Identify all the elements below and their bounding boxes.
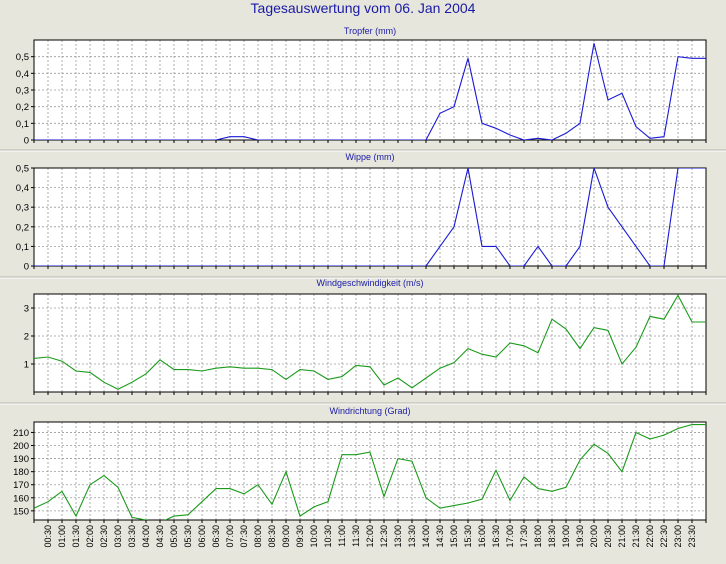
y-tick-label: 0,2 [16, 222, 29, 233]
y-tick-label: 0,4 [16, 69, 29, 80]
x-tick-label: 14:00 [421, 525, 431, 548]
x-tick-label: 21:00 [617, 525, 627, 548]
y-tick-label: 0 [24, 136, 29, 147]
chart-title: Tropfer (mm) [344, 26, 396, 36]
x-tick-label: 04:00 [141, 525, 151, 548]
chart-panel-4: 150 160 170 180 190 200 210 Windrichtung (Grad) [13, 406, 707, 523]
x-tick-label: 12:00 [365, 525, 375, 548]
x-tick-label: 00:30 [43, 525, 53, 548]
x-tick-label: 13:30 [407, 525, 417, 548]
y-tick-label: 0,5 [16, 164, 29, 175]
plot-frame [33, 421, 707, 521]
x-tick-label: 18:30 [547, 525, 557, 548]
x-tick-label: 23:30 [687, 525, 697, 548]
x-tick-label: 20:00 [589, 525, 599, 548]
chart-title: Windgeschwindigkeit (m/s) [316, 278, 423, 288]
chart-title: Windrichtung (Grad) [329, 406, 410, 416]
x-tick-label: 17:30 [519, 525, 529, 548]
x-tick-label: 03:00 [113, 525, 123, 548]
x-tick-label: 11:30 [351, 525, 361, 547]
x-tick-label: 12:30 [379, 525, 389, 548]
x-tick-label: 21:30 [631, 525, 641, 548]
x-tick-label: 16:00 [477, 525, 487, 548]
x-tick-label: 09:00 [281, 525, 291, 548]
y-tick-label: 2 [24, 332, 29, 343]
x-tick-label: 06:30 [211, 525, 221, 548]
x-tick-label: 01:00 [57, 525, 67, 548]
y-tick-label: 0,3 [16, 203, 29, 214]
y-tick-label: 0,2 [16, 102, 29, 113]
x-tick-label: 18:00 [533, 525, 543, 548]
x-tick-label: 01:30 [71, 525, 81, 548]
x-tick-label: 10:00 [309, 525, 319, 548]
x-tick-label: 04:30 [155, 525, 165, 548]
series-line [34, 424, 706, 520]
x-tick-label: 02:30 [99, 525, 109, 548]
chart-panel-3: 1 2 3 Windgeschwindigkeit (m/s) [24, 278, 707, 395]
x-tick-label: 08:00 [253, 525, 263, 548]
x-tick-label: 20:30 [603, 525, 613, 548]
y-tick-label: 0,3 [16, 86, 29, 97]
y-tick-label: 0 [24, 262, 29, 273]
y-tick-label: 200 [13, 441, 29, 452]
x-tick-label: 03:30 [127, 525, 137, 548]
y-tick-label: 1 [24, 360, 29, 371]
y-tick-label: 160 [13, 493, 29, 504]
y-tick-label: 0,4 [16, 183, 29, 194]
chart-title: Wippe (mm) [346, 152, 395, 162]
x-tick-label: 05:30 [183, 525, 193, 548]
x-tick-label: 08:30 [267, 525, 277, 548]
y-tick-label: 3 [24, 304, 29, 315]
x-tick-label: 02:00 [85, 525, 95, 548]
y-tick-label: 150 [13, 506, 29, 517]
x-tick-label: 07:30 [239, 525, 249, 548]
x-tick-label: 22:00 [645, 525, 655, 548]
chart-panel-1: 0 0,1 0,2 0,3 0,4 0,5 Tropfer (mm) [16, 26, 707, 147]
x-tick-label: 14:30 [435, 525, 445, 548]
y-tick-label: 0,1 [16, 119, 29, 130]
y-tick-label: 210 [13, 428, 29, 439]
y-tick-label: 0,1 [16, 242, 29, 253]
y-tick-label: 190 [13, 454, 29, 465]
x-tick-label: 07:00 [225, 525, 235, 548]
x-tick-label: 15:30 [463, 525, 473, 548]
y-tick-label: 180 [13, 467, 29, 478]
chart-panel-2: 0 0,1 0,2 0,3 0,4 0,5 Wippe (mm) [16, 152, 707, 273]
x-tick-label: 23:00 [673, 525, 683, 548]
y-tick-label: 0,5 [16, 52, 29, 63]
x-tick-label: 05:00 [169, 525, 179, 548]
plot-frame [33, 293, 707, 393]
x-tick-label: 11:00 [337, 525, 347, 547]
x-tick-label: 06:00 [197, 525, 207, 548]
x-tick-label: 13:00 [393, 525, 403, 548]
x-tick-label: 22:30 [659, 525, 669, 548]
x-tick-label: 17:00 [505, 525, 515, 548]
x-tick-label: 10:30 [323, 525, 333, 548]
y-tick-label: 170 [13, 480, 29, 491]
page-title: Tagesauswertung vom 06. Jan 2004 [250, 0, 476, 16]
x-tick-label: 09:30 [295, 525, 305, 548]
x-tick-label: 15:00 [449, 525, 459, 548]
series-line [34, 43, 706, 140]
x-tick-label: 16:30 [491, 525, 501, 548]
x-tick-label: 19:30 [575, 525, 585, 548]
x-tick-label: 19:00 [561, 525, 571, 548]
